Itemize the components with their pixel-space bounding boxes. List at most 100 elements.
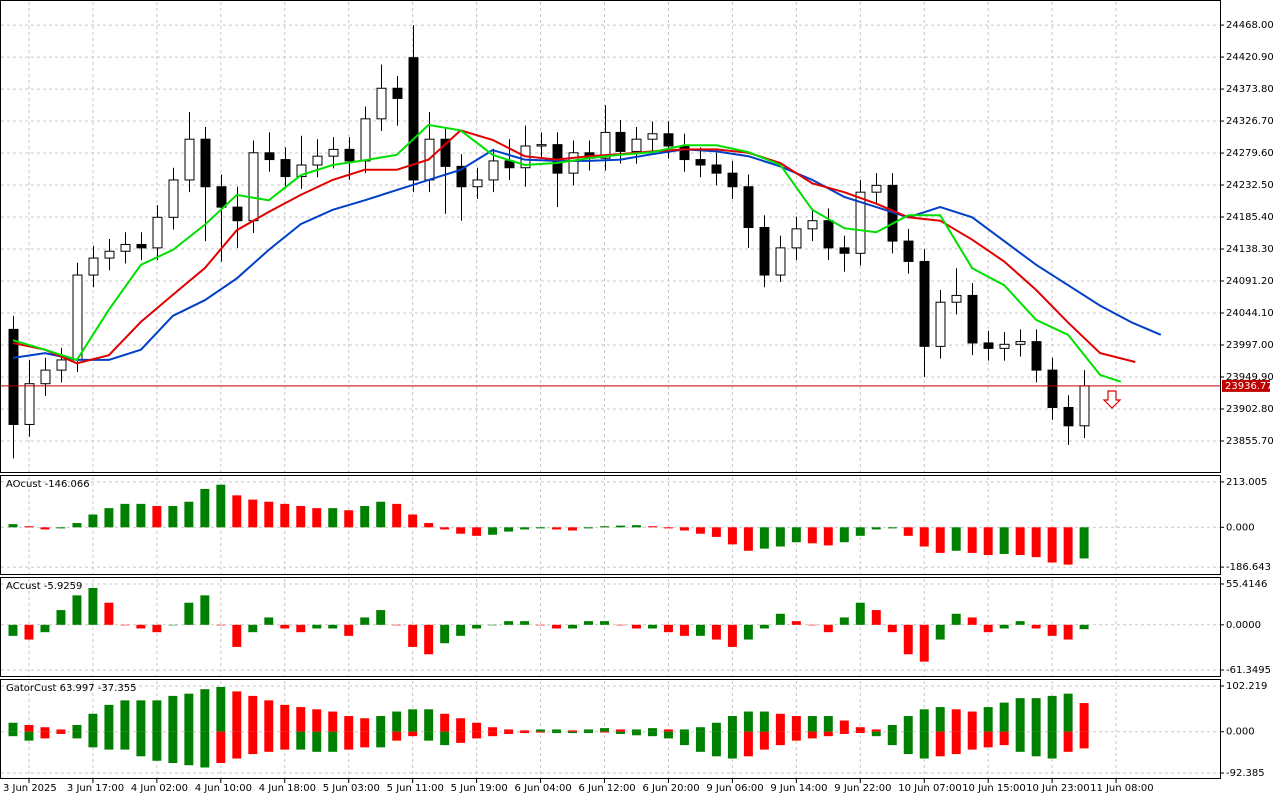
- candle-body: [743, 186, 754, 228]
- histogram-bar: [328, 624, 338, 629]
- mark-layer: [1, 25, 1220, 768]
- histogram-bar: [600, 621, 609, 625]
- x-tick-label: 3 Jun 17:00: [67, 783, 124, 794]
- gator-bar: [504, 731, 514, 734]
- candle-body: [999, 343, 1010, 349]
- gator-bar: [200, 731, 210, 768]
- main-panel-frame: [0, 0, 1221, 473]
- histogram-bar: [775, 613, 785, 625]
- histogram-bar: [440, 527, 450, 530]
- histogram-bar: [360, 617, 370, 625]
- histogram-bar: [600, 526, 609, 528]
- gator-bar: [775, 731, 785, 746]
- histogram-bar: [791, 527, 801, 543]
- y-tick-label: 0.000: [1226, 522, 1255, 533]
- histogram-bar: [568, 527, 578, 531]
- gator-bar: [1079, 703, 1089, 732]
- histogram-bar: [152, 505, 162, 528]
- gator-bar: [807, 716, 817, 732]
- y-tick-label: 23855.70: [1226, 436, 1274, 447]
- candle-body: [903, 240, 914, 262]
- gator-bar: [56, 729, 66, 732]
- gator-bar: [88, 731, 98, 748]
- y-tick-label: 24138.30: [1226, 244, 1274, 255]
- gator-bar: [1015, 698, 1025, 732]
- gator-bar: [695, 727, 705, 732]
- gator-bar: [536, 731, 546, 733]
- gator-bar: [360, 731, 370, 748]
- x-tick-label: 9 Jun 06:00: [706, 783, 763, 794]
- gator-bar: [328, 731, 338, 752]
- candle-body: [1031, 341, 1042, 371]
- gator-bar: [839, 720, 849, 732]
- histogram-bar: [1063, 624, 1073, 640]
- gator-bar: [647, 728, 657, 732]
- histogram-bar: [40, 527, 50, 530]
- histogram-bar: [935, 624, 945, 640]
- candle-body: [296, 164, 307, 178]
- histogram-bar: [1031, 527, 1041, 558]
- gator-bar: [216, 731, 226, 764]
- gator-bar: [871, 729, 881, 732]
- histogram-bar: [392, 503, 402, 528]
- candle-body: [488, 160, 499, 181]
- x-tick-label: 5 Jun 11:00: [387, 783, 444, 794]
- candle-body: [120, 243, 131, 252]
- histogram-bar: [344, 624, 354, 636]
- histogram-bar: [663, 624, 673, 633]
- sell-arrow: [1102, 390, 1122, 409]
- gator-bar: [743, 731, 753, 757]
- gator-bar: [568, 730, 578, 732]
- histogram-bar: [951, 527, 961, 551]
- candle-body: [200, 138, 211, 188]
- gator-bar: [136, 700, 146, 732]
- candle-body: [440, 138, 451, 167]
- gator-bar: [456, 731, 466, 743]
- histogram-bar: [344, 510, 354, 528]
- gator-bar: [999, 731, 1009, 746]
- histogram-bar: [584, 527, 593, 529]
- gator-bar: [1015, 731, 1025, 752]
- histogram-bar: [504, 527, 514, 532]
- gator-bar: [919, 709, 929, 732]
- histogram-bar: [711, 527, 721, 537]
- panel-title: ACcust -5.9259: [6, 581, 82, 592]
- histogram-bar: [632, 624, 641, 629]
- candle-body: [727, 172, 738, 188]
- label-layer: 23855.70 23902.80 23949.90 23997.00 24044.10…: [3, 20, 1274, 794]
- candle-body: [1047, 369, 1058, 408]
- gator-bar: [935, 707, 945, 732]
- candle-body: [408, 57, 419, 181]
- gator-bar: [248, 731, 258, 755]
- gator-bar: [600, 728, 609, 732]
- histogram-bar: [632, 525, 641, 528]
- histogram-bar: [120, 503, 130, 528]
- gator-bar: [424, 709, 434, 732]
- gator-bar: [1047, 695, 1057, 732]
- last-price-box: [1222, 379, 1270, 392]
- gator-bar: [967, 711, 977, 732]
- gator-bar: [855, 727, 865, 732]
- candle-body: [392, 87, 403, 99]
- histogram-bar: [280, 624, 290, 629]
- x-tick-label: 5 Jun 03:00: [323, 783, 380, 794]
- histogram-bar: [839, 617, 849, 625]
- histogram-bar: [807, 624, 817, 626]
- gator-bar: [887, 724, 897, 732]
- gator-bar: [136, 731, 146, 757]
- gator-bar: [72, 731, 82, 739]
- gator-bar: [568, 731, 578, 734]
- gator-bar: [456, 718, 466, 732]
- histogram-bar: [184, 501, 194, 528]
- candle-body: [248, 152, 259, 222]
- histogram-bar: [488, 527, 498, 535]
- gator-bar: [1079, 731, 1089, 749]
- histogram-bar: [1079, 624, 1089, 630]
- gator-bar: [152, 731, 162, 761]
- x-tick-label: 3 Jun 2025: [3, 783, 57, 794]
- histogram-bar: [679, 527, 689, 531]
- histogram-bar: [24, 526, 34, 528]
- candle-body: [8, 328, 19, 425]
- candle-body: [216, 186, 227, 208]
- histogram-bar: [88, 514, 98, 528]
